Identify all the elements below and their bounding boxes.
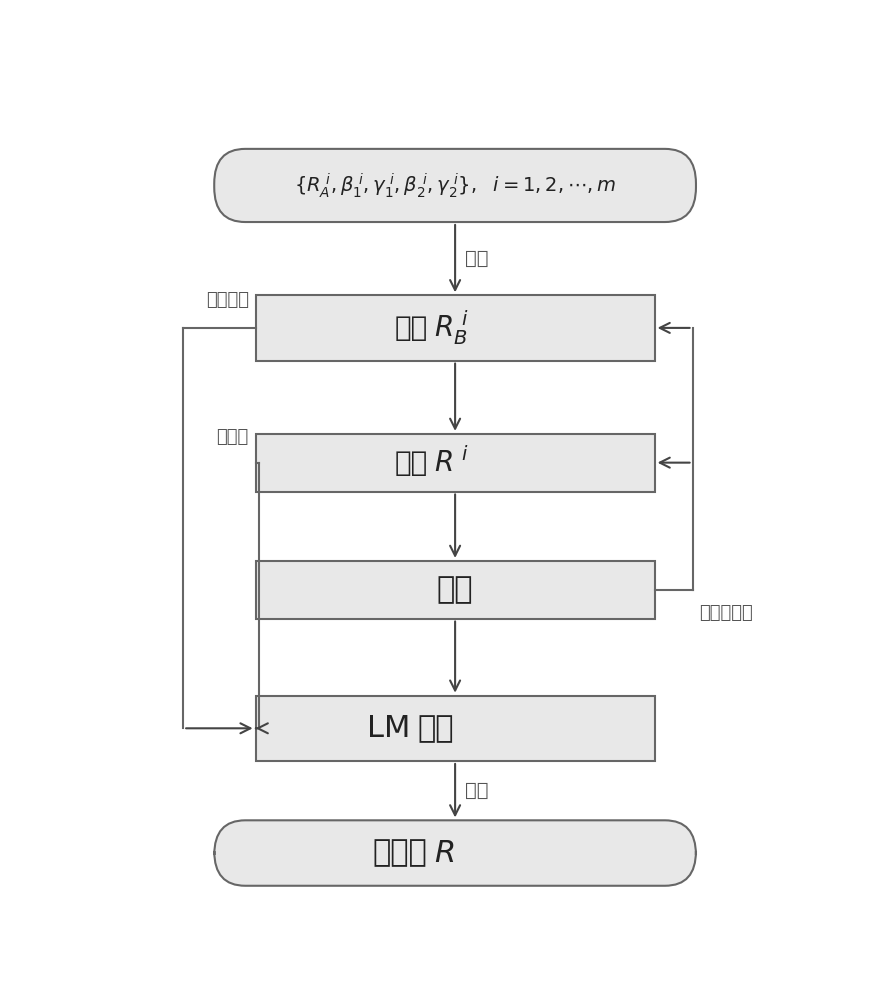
Text: $\{R_A^{\ i},\beta_1^{\ i},\gamma_1^{\ i},\beta_2^{\ i},\gamma_2^{\ i}\},\ \ i=1: $\{R_A^{\ i},\beta_1^{\ i},\gamma_1^{\ i… (294, 171, 616, 200)
Text: 得到正确解: 得到正确解 (700, 604, 753, 622)
FancyBboxPatch shape (256, 295, 654, 361)
Text: 比较: 比较 (437, 575, 473, 604)
Text: 输出: 输出 (465, 781, 489, 800)
Text: 输入: 输入 (465, 249, 489, 268)
Text: $R$: $R$ (434, 838, 455, 869)
Text: $R_B^{\ i}$: $R_B^{\ i}$ (434, 309, 470, 347)
Text: $R^{\ i}$: $R^{\ i}$ (434, 447, 470, 478)
FancyBboxPatch shape (214, 149, 696, 222)
FancyBboxPatch shape (214, 820, 696, 886)
Text: LM: LM (367, 714, 410, 743)
FancyBboxPatch shape (256, 434, 654, 492)
Text: 代价函数: 代价函数 (206, 291, 249, 309)
Text: 计算: 计算 (394, 449, 428, 477)
FancyBboxPatch shape (256, 561, 654, 619)
Text: 初始值: 初始值 (217, 428, 249, 446)
FancyBboxPatch shape (256, 696, 654, 761)
Text: 恢复: 恢复 (394, 314, 428, 342)
Text: 优化: 优化 (417, 714, 454, 743)
Text: 最优解: 最优解 (373, 839, 428, 868)
